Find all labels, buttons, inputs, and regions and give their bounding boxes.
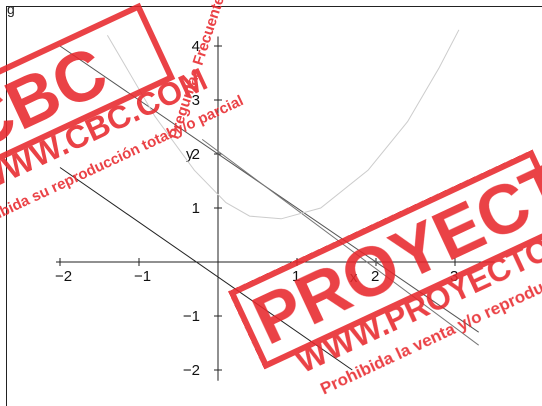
x-tick-label: −1: [134, 268, 151, 285]
x-tick-label: −2: [55, 268, 72, 285]
top-label: g: [7, 1, 15, 17]
y-tick-label: 2: [192, 146, 200, 163]
x-axis-label: x: [350, 269, 358, 286]
x-tick-label: 2: [371, 268, 379, 285]
y-tick-label: 3: [192, 92, 200, 109]
cbc-stamp-border: [0, 2, 176, 179]
y-tick-label: −1: [183, 308, 200, 325]
y-axis-label: y: [186, 146, 194, 163]
y-tick-label: 1: [192, 200, 200, 217]
series-line-2: [59, 167, 353, 371]
plot-frame: g: [6, 1, 542, 406]
y-tick-label: 4: [192, 38, 200, 55]
x-tick-label: 1: [292, 268, 300, 285]
proyect-stamp-border: [228, 149, 542, 370]
series-line-4: [106, 29, 460, 220]
y-tick-label: −2: [183, 362, 200, 379]
proyect-watermark: PROYECTO WWW.PROYECTO.COM Prohibida la v…: [228, 123, 542, 398]
